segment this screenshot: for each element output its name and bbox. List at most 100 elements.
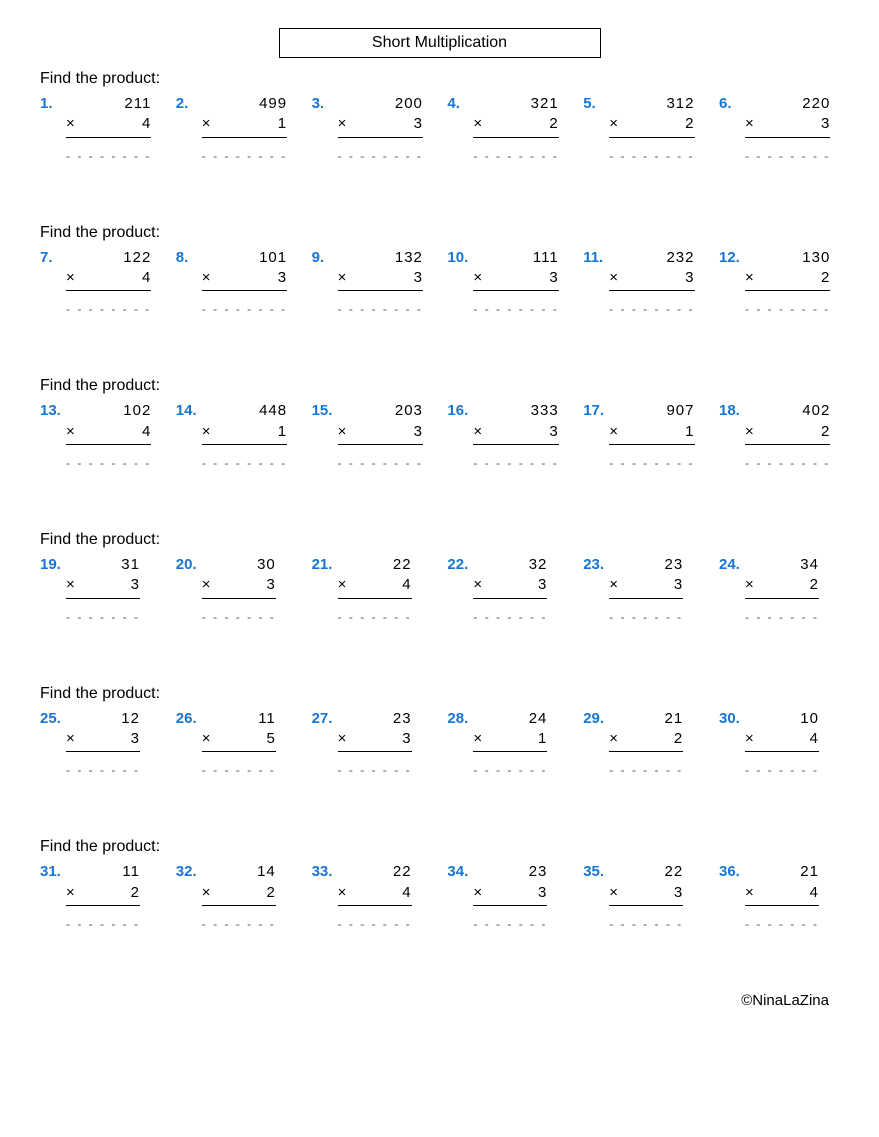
answer-blank: - - - - - - - - — [338, 138, 423, 164]
multiplier-line: ×3 — [473, 883, 547, 906]
multiplier: 2 — [821, 269, 830, 286]
multiplier-line: ×3 — [473, 422, 558, 445]
answer-blank: - - - - - - - - — [202, 138, 287, 164]
multiplier: 3 — [685, 269, 694, 286]
instruction-label: Find the product: — [40, 70, 839, 88]
problem-stack: 12×3- - - - - - - — [66, 709, 140, 779]
problem: 20.30×3- - - - - - - — [176, 555, 296, 625]
answer-blank: - - - - - - - - — [66, 445, 151, 471]
problem: 29.21×2- - - - - - - — [583, 709, 703, 779]
problem-number: 12. — [719, 248, 745, 266]
problem-number: 30. — [719, 709, 745, 727]
answer-blank: - - - - - - - — [338, 752, 412, 778]
problem: 8.101×3- - - - - - - - — [176, 248, 296, 318]
problem-number: 29. — [583, 709, 609, 727]
multiplier-line: ×2 — [66, 883, 140, 906]
answer-blank: - - - - - - - - — [66, 291, 151, 317]
multiplier-line: ×5 — [202, 729, 276, 752]
problem: 12.130×2- - - - - - - - — [719, 248, 839, 318]
problem-number: 32. — [176, 862, 202, 880]
times-icon: × — [745, 268, 755, 288]
multiplicand: 132 — [338, 248, 423, 268]
worksheet-title: Short Multiplication — [279, 28, 601, 58]
multiplicand: 11 — [202, 709, 276, 729]
times-icon: × — [473, 575, 483, 595]
answer-blank: - - - - - - - - — [609, 445, 694, 471]
problem-stack: 21×2- - - - - - - — [609, 709, 683, 779]
multiplier: 3 — [402, 730, 411, 747]
problem-stack: 23×3- - - - - - - — [609, 555, 683, 625]
instruction-label: Find the product: — [40, 531, 839, 549]
instruction-label: Find the product: — [40, 838, 839, 856]
times-icon: × — [202, 575, 212, 595]
problem: 17.907×1- - - - - - - - — [583, 401, 703, 471]
answer-blank: - - - - - - - - — [473, 445, 558, 471]
multiplier-line: ×3 — [202, 268, 287, 291]
multiplicand: 101 — [202, 248, 287, 268]
multiplier-line: ×4 — [66, 114, 151, 137]
answer-blank: - - - - - - - - — [66, 138, 151, 164]
times-icon: × — [745, 114, 755, 134]
multiplier: 3 — [131, 576, 140, 593]
problem-stack: 30×3- - - - - - - — [202, 555, 276, 625]
instruction-label: Find the product: — [40, 377, 839, 395]
problem-stack: 203×3- - - - - - - - — [338, 401, 423, 471]
multiplicand: 907 — [609, 401, 694, 421]
problem-number: 15. — [312, 401, 338, 419]
multiplicand: 21 — [745, 862, 819, 882]
problem-row: 13.102×4- - - - - - - -14.448×1- - - - -… — [40, 401, 839, 471]
multiplicand: 23 — [473, 862, 547, 882]
problem: 21.22×4- - - - - - - — [312, 555, 432, 625]
problem: 5.312×2- - - - - - - - — [583, 94, 703, 164]
multiplicand: 321 — [473, 94, 558, 114]
multiplier: 1 — [278, 423, 287, 440]
answer-blank: - - - - - - - — [609, 752, 683, 778]
multiplicand: 122 — [66, 248, 151, 268]
answer-blank: - - - - - - - — [202, 599, 276, 625]
multiplier: 5 — [266, 730, 275, 747]
answer-blank: - - - - - - - — [66, 906, 140, 932]
problem: 24.34×2- - - - - - - — [719, 555, 839, 625]
times-icon: × — [609, 575, 619, 595]
problem-stack: 448×1- - - - - - - - — [202, 401, 287, 471]
multiplier: 4 — [810, 730, 819, 747]
multiplier: 3 — [131, 730, 140, 747]
problem-number: 34. — [447, 862, 473, 880]
multiplier: 1 — [278, 115, 287, 132]
answer-blank: - - - - - - - - — [338, 445, 423, 471]
times-icon: × — [66, 268, 76, 288]
problem-number: 3. — [312, 94, 338, 112]
problem: 30.10×4- - - - - - - — [719, 709, 839, 779]
times-icon: × — [745, 883, 755, 903]
problem: 34.23×3- - - - - - - — [447, 862, 567, 932]
multiplicand: 211 — [66, 94, 151, 114]
problem-row: 7.122×4- - - - - - - -8.101×3- - - - - -… — [40, 248, 839, 318]
problem-row: 31.11×2- - - - - - -32.14×2- - - - - - -… — [40, 862, 839, 932]
answer-blank: - - - - - - - - — [473, 138, 558, 164]
problem: 6.220×3- - - - - - - - — [719, 94, 839, 164]
problem-stack: 132×3- - - - - - - - — [338, 248, 423, 318]
multiplier: 2 — [131, 884, 140, 901]
multiplier: 3 — [821, 115, 830, 132]
multiplier-line: ×3 — [66, 729, 140, 752]
problem-stack: 907×1- - - - - - - - — [609, 401, 694, 471]
multiplier-line: ×4 — [745, 729, 819, 752]
problem-number: 5. — [583, 94, 609, 112]
multiplier-line: ×3 — [473, 575, 547, 598]
answer-blank: - - - - - - - — [338, 906, 412, 932]
multiplicand: 200 — [338, 94, 423, 114]
answer-blank: - - - - - - - — [202, 752, 276, 778]
problem: 27.23×3- - - - - - - — [312, 709, 432, 779]
multiplier: 1 — [538, 730, 547, 747]
answer-blank: - - - - - - - - — [202, 445, 287, 471]
multiplier: 3 — [674, 884, 683, 901]
times-icon: × — [202, 114, 212, 134]
multiplicand: 23 — [338, 709, 412, 729]
problem-number: 31. — [40, 862, 66, 880]
problem-number: 11. — [583, 248, 609, 266]
multiplier-line: ×3 — [338, 268, 423, 291]
answer-blank: - - - - - - - — [202, 906, 276, 932]
answer-blank: - - - - - - - - — [745, 445, 830, 471]
multiplier-line: ×2 — [609, 729, 683, 752]
problem-number: 9. — [312, 248, 338, 266]
